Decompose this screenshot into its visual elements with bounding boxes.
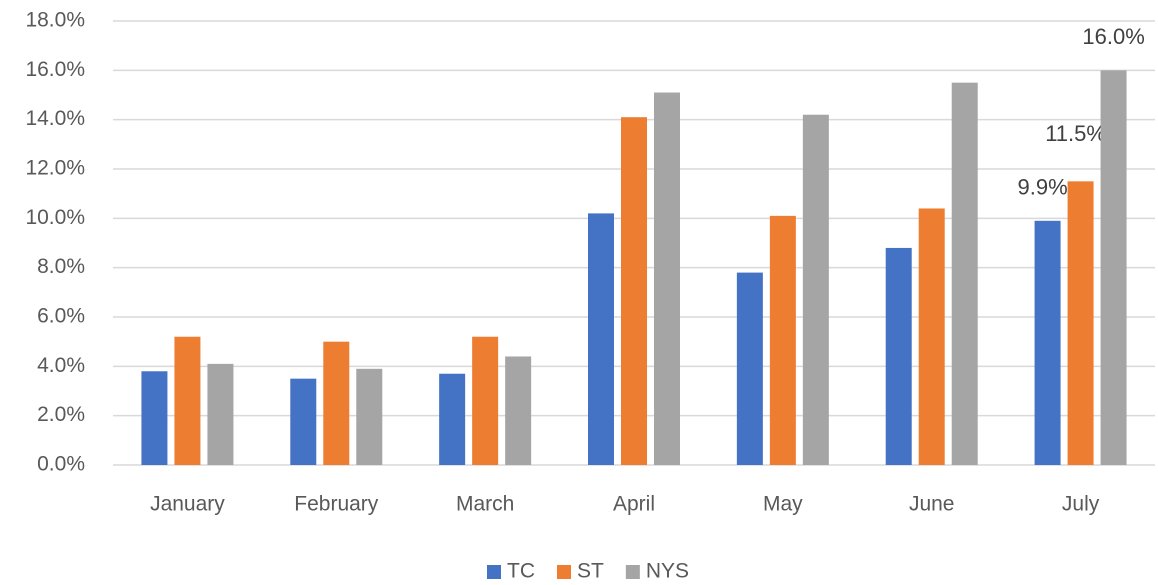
legend-label: NYS	[646, 560, 689, 583]
bar	[439, 373, 466, 465]
y-tick-label: 0.0%	[37, 453, 85, 476]
bar	[736, 272, 763, 465]
x-tick-label: June	[909, 493, 955, 516]
x-tick-label: July	[1062, 493, 1100, 516]
bar	[918, 208, 945, 465]
y-tick-label: 10.0%	[25, 206, 85, 229]
y-tick-label: 4.0%	[37, 354, 85, 377]
y-tick-label: 6.0%	[37, 305, 85, 328]
y-tick-label: 14.0%	[25, 107, 85, 130]
bar	[1067, 181, 1094, 466]
legend-swatch	[487, 565, 501, 579]
data-label: 16.0%	[1082, 24, 1144, 49]
bar	[885, 247, 912, 465]
data-label: 9.9%	[1017, 175, 1067, 200]
y-tick-label: 2.0%	[37, 403, 85, 426]
legend-swatch	[557, 565, 571, 579]
bar	[802, 114, 829, 465]
bar	[769, 215, 796, 465]
bar	[141, 371, 168, 465]
legend-label: TC	[507, 560, 535, 583]
bar	[1100, 70, 1127, 465]
legend-swatch	[625, 565, 640, 579]
y-tick-label: 12.0%	[25, 157, 85, 180]
x-tick-label: February	[294, 493, 379, 516]
y-tick-label: 18.0%	[25, 9, 85, 32]
bar	[951, 82, 978, 466]
bar	[621, 117, 647, 465]
bar	[356, 368, 383, 465]
bar	[654, 92, 680, 466]
bar	[290, 378, 317, 465]
y-tick-label: 8.0%	[37, 255, 85, 278]
bar	[472, 336, 499, 465]
x-tick-label: March	[456, 493, 514, 516]
x-tick-label: April	[613, 493, 655, 516]
data-label: 11.5%	[1045, 121, 1106, 146]
bar	[174, 336, 201, 465]
bar	[207, 363, 234, 465]
y-tick-label: 16.0%	[25, 58, 85, 81]
legend-label: ST	[577, 560, 604, 583]
bar	[505, 356, 532, 465]
bar	[588, 213, 614, 465]
bar	[323, 341, 350, 465]
x-tick-label: January	[150, 493, 225, 516]
bar	[1034, 220, 1061, 465]
x-tick-label: May	[763, 493, 803, 516]
